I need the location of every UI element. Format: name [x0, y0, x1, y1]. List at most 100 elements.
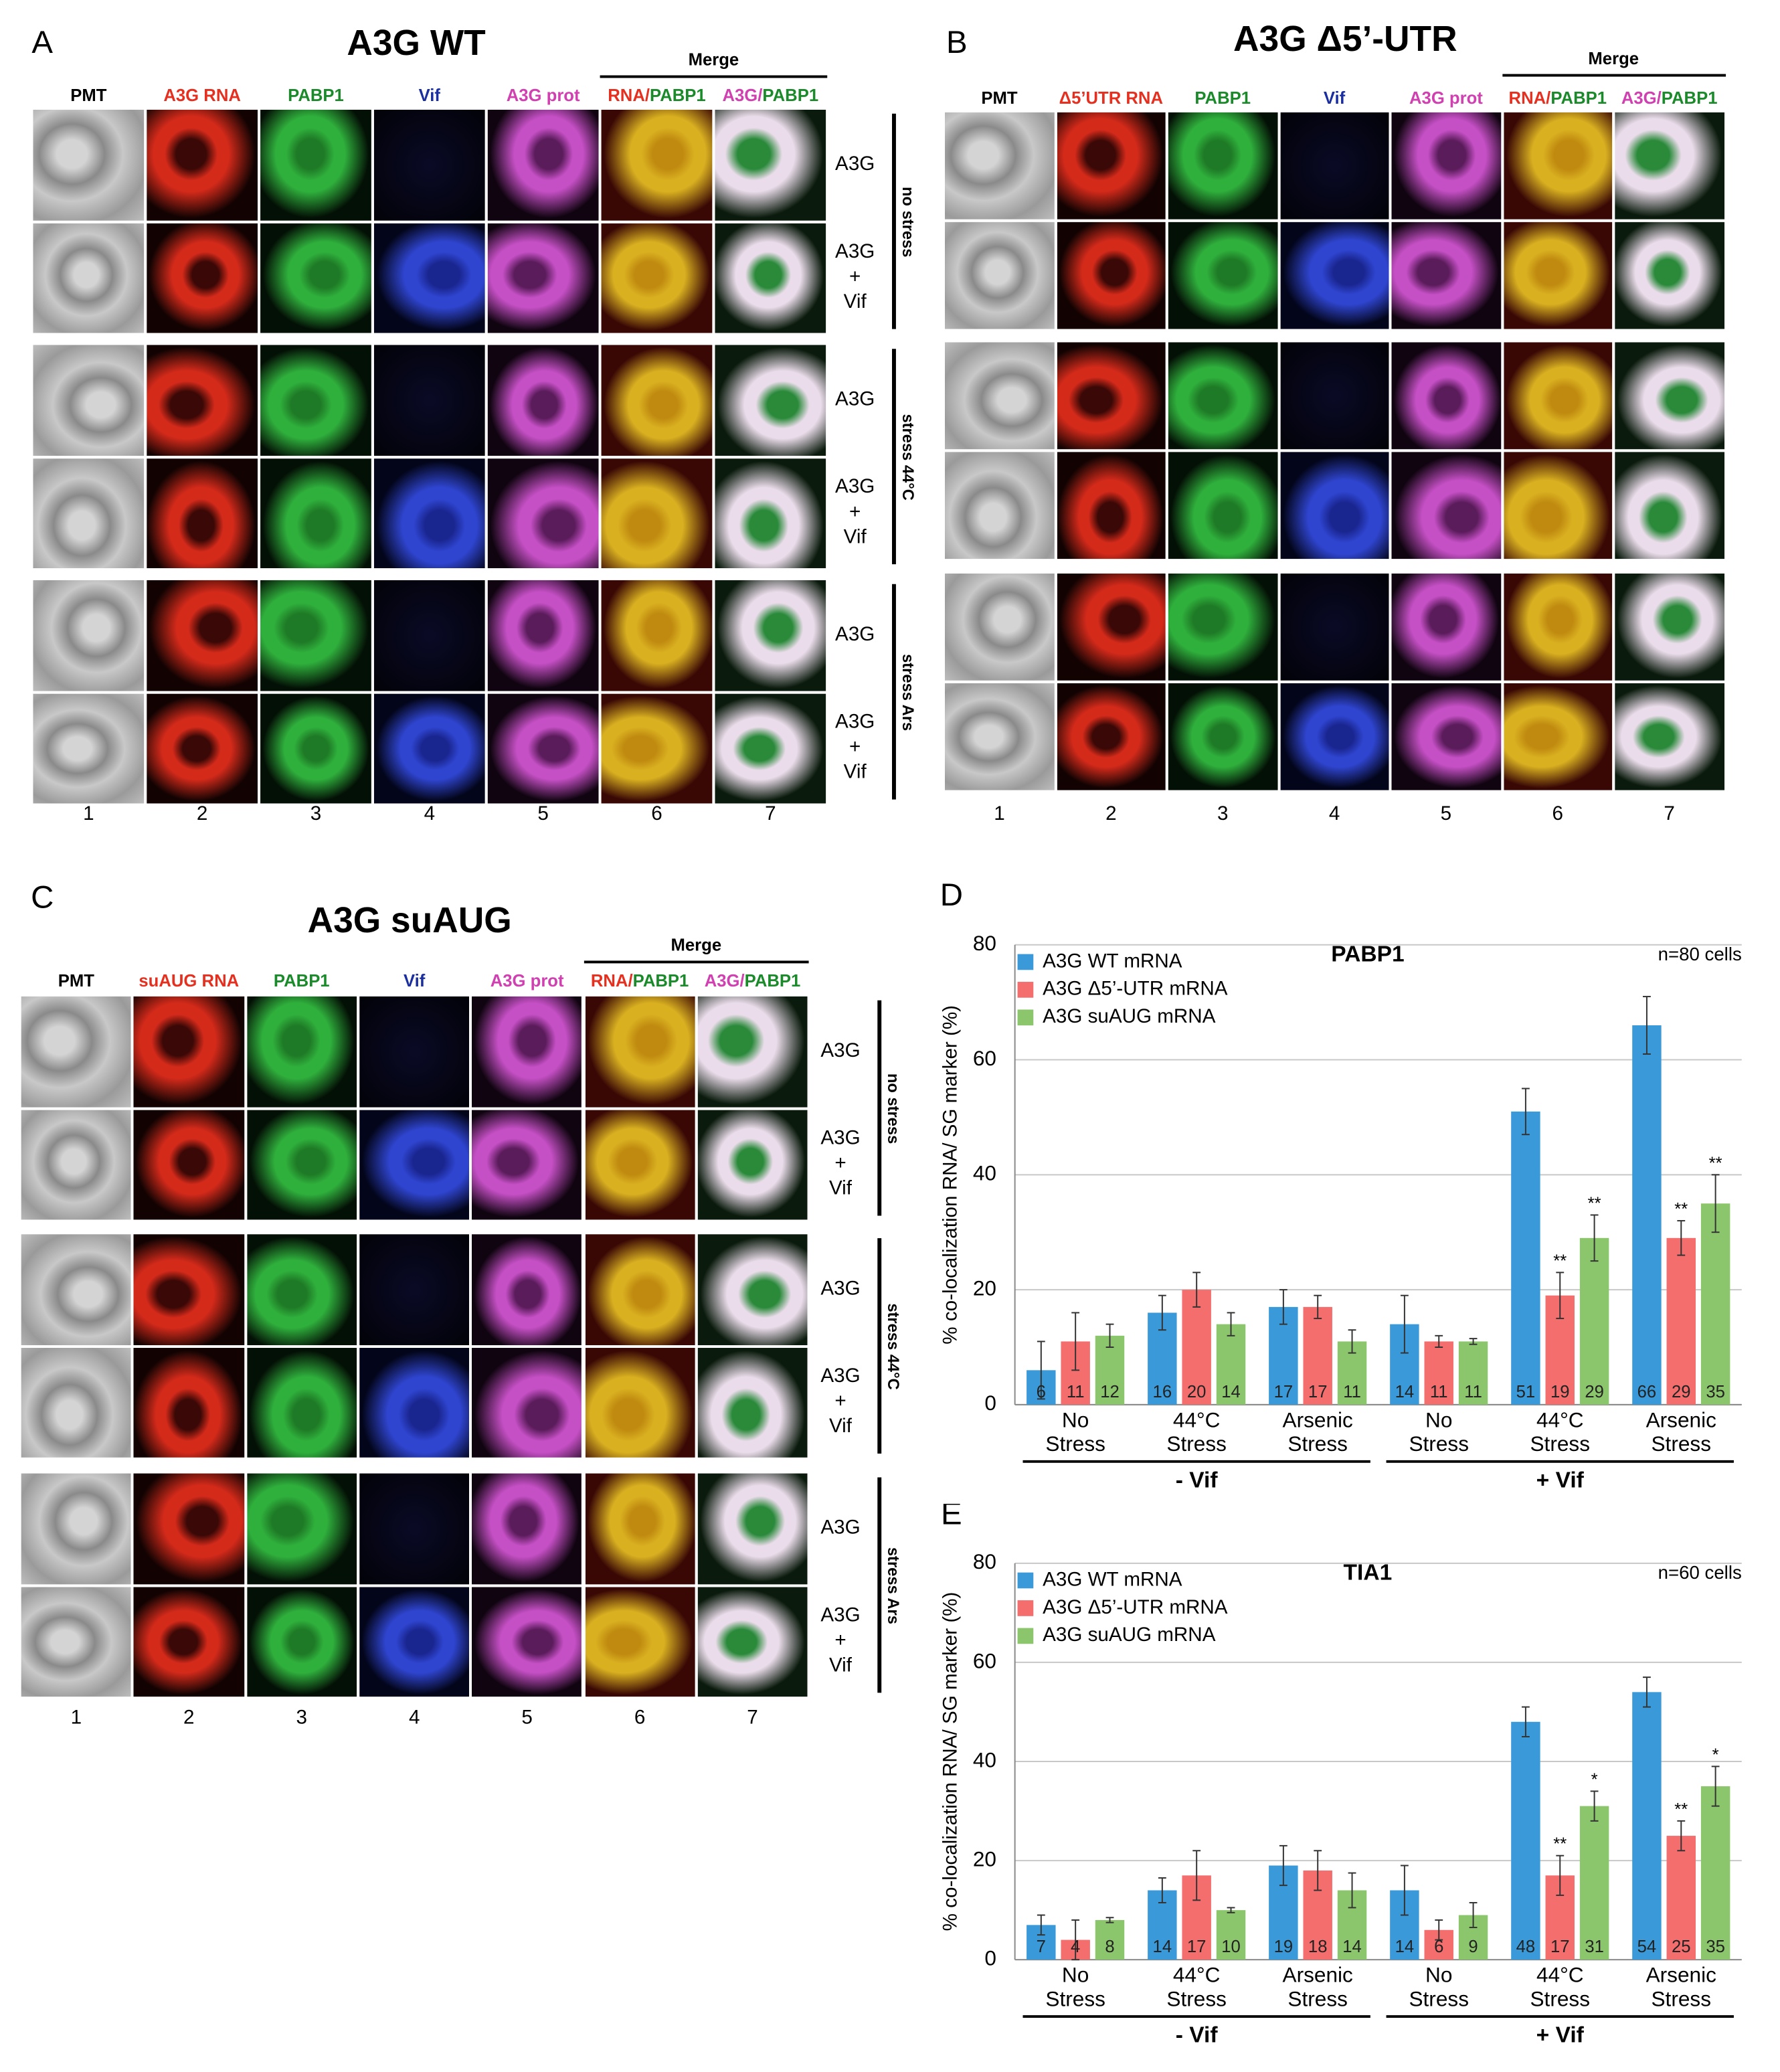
column-header: PMT [70, 85, 107, 105]
significance-mark: * [1591, 1770, 1598, 1789]
micrograph [1055, 681, 1167, 792]
micrograph [713, 221, 828, 335]
micrograph [583, 995, 697, 1108]
value-label: 7 [1037, 1937, 1046, 1956]
micrograph [1055, 110, 1167, 221]
x-tick-label: 44°C Stress [1530, 1965, 1591, 2012]
micrograph [1278, 341, 1391, 451]
error-bar [1037, 1914, 1045, 1936]
column-header: PMT [58, 970, 94, 990]
micrograph [31, 456, 146, 570]
merge-column-header: RNA/PABP1 [1509, 88, 1607, 108]
micrograph [1390, 220, 1502, 331]
x-tick-label: No Stress [1409, 1965, 1469, 2012]
value-label: 14 [1153, 1937, 1172, 1956]
micrograph [31, 108, 146, 222]
legend-label: A3G WT mRNA [1043, 950, 1182, 972]
lane-number: 3 [310, 802, 322, 826]
error-bar [1279, 1844, 1287, 1887]
micrograph [600, 578, 714, 692]
micrograph [1390, 110, 1502, 221]
bar [1511, 1721, 1540, 1960]
condition-label: stress 44°C [898, 413, 917, 500]
merge-part: PABP1 [744, 970, 801, 990]
lane-number: 7 [1664, 802, 1675, 826]
column-header: PABP1 [288, 85, 344, 105]
bar [1095, 1919, 1125, 1960]
condition-label: stress 44°C [884, 1302, 903, 1389]
row-label: A3G [820, 1516, 861, 1539]
micrograph [259, 108, 373, 222]
error-bar [1105, 1323, 1114, 1348]
value-label: 14 [1395, 1937, 1415, 1956]
value-label: 17 [1550, 1937, 1570, 1956]
merge-rule [600, 75, 828, 78]
error-bar [1677, 1820, 1686, 1852]
micrograph [486, 343, 600, 457]
micrograph [1166, 681, 1279, 792]
value-label: 4 [1071, 1937, 1080, 1956]
column-header: Vif [404, 970, 426, 990]
row-label: A3G [835, 152, 875, 175]
lane-number: 2 [183, 1707, 195, 1729]
y-tick-label: 80 [973, 931, 996, 955]
condition-label: stress Ars [898, 653, 917, 731]
merge-column-header: A3G/PABP1 [705, 970, 801, 990]
micrograph [372, 456, 486, 570]
error-bar [1348, 1329, 1356, 1354]
error-bar [1314, 1850, 1322, 1891]
chart: D PABP1 n=80 cells % co-localization RNA/ S… [912, 872, 1780, 1506]
error-bar [1105, 1917, 1114, 1923]
merge-label: Merge [1588, 48, 1639, 68]
micrograph [1166, 110, 1279, 221]
value-label: 14 [1395, 1383, 1415, 1401]
column-header: PABP1 [273, 970, 330, 990]
group-label: - Vif [1176, 2023, 1219, 2048]
y-tick-label: 40 [973, 1747, 996, 1772]
micrograph [713, 578, 828, 692]
micrograph [132, 1108, 246, 1221]
row-label: A3G [835, 387, 875, 410]
micrograph [713, 691, 828, 805]
panel-letter: B [946, 25, 968, 61]
micrograph [372, 691, 486, 805]
legend-label: A3G WT mRNA [1043, 1568, 1182, 1590]
error-bar [1556, 1272, 1565, 1320]
micrograph [1613, 110, 1726, 221]
x-tick-label: 44°C Stress [1166, 1409, 1227, 1457]
value-label: 25 [1672, 1937, 1691, 1956]
y-tick-label: 0 [984, 1391, 996, 1415]
x-tick-label: No Stress [1045, 1409, 1105, 1457]
micrograph [486, 108, 600, 222]
condition-bar [877, 1238, 882, 1454]
condition-label: no stress [884, 1072, 903, 1144]
legend-swatch [1017, 1600, 1034, 1616]
value-label: 17 [1308, 1383, 1328, 1401]
micrograph [1613, 572, 1726, 682]
bar [1632, 1025, 1662, 1405]
micrograph [1502, 110, 1614, 221]
y-tick-label: 20 [973, 1276, 996, 1300]
y-tick-label: 40 [973, 1161, 996, 1185]
error-bar [1469, 1338, 1478, 1345]
micrograph [19, 1233, 133, 1347]
error-bar [1521, 1706, 1530, 1737]
lane-number: 3 [296, 1707, 307, 1729]
value-label: 6 [1434, 1937, 1443, 1956]
micrograph [583, 1233, 697, 1347]
column-header: A3G prot [1409, 88, 1483, 108]
micrograph [245, 1346, 358, 1459]
column-header: A3G prot [506, 85, 580, 105]
significance-mark: ** [1553, 1251, 1567, 1270]
y-axis-label: % co-localization RNA/ SG marker (%) [940, 1005, 962, 1345]
error-bar [1435, 1919, 1443, 1941]
y-tick-label: 20 [973, 1846, 996, 1871]
error-bar [1192, 1850, 1201, 1901]
micrograph [470, 1472, 584, 1585]
micrograph [1055, 220, 1167, 331]
micrograph [944, 220, 1055, 331]
value-label: 29 [1672, 1383, 1691, 1401]
panel-title: A3G suAUG [307, 900, 512, 940]
value-label: 35 [1706, 1383, 1725, 1401]
x-tick-label: 44°C Stress [1530, 1409, 1591, 1457]
